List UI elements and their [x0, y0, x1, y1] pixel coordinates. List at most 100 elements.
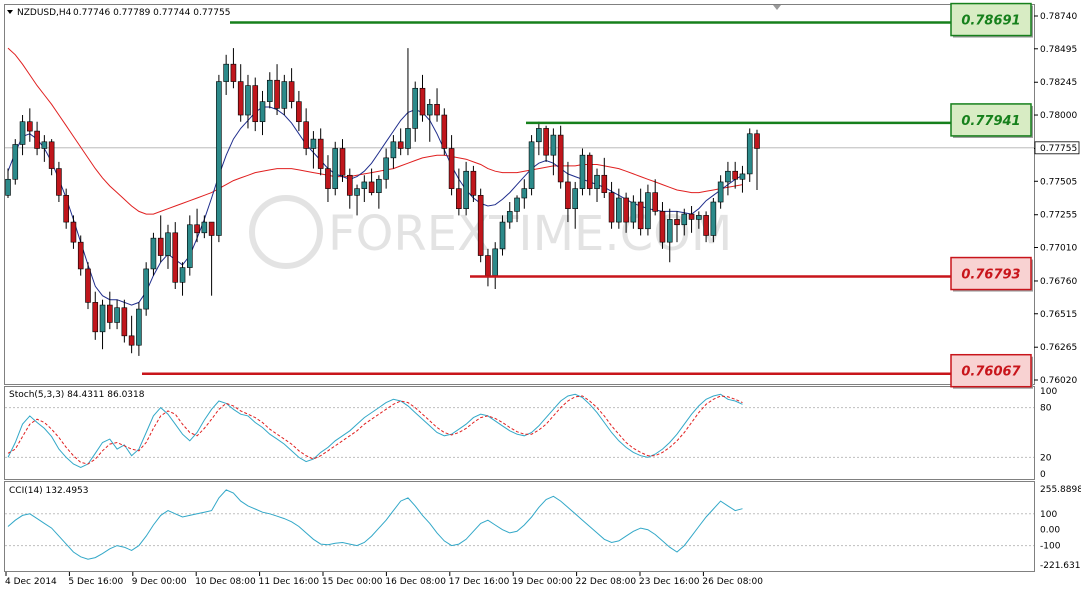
candle-body: [579, 154, 586, 189]
candle-body: [550, 134, 557, 156]
candle: [419, 74, 426, 122]
candle-body: [419, 87, 426, 116]
current-price-label: 0.77755: [1040, 144, 1077, 154]
candle: [543, 125, 549, 162]
candle-body: [725, 170, 731, 183]
candle: [194, 208, 200, 243]
candle: [572, 181, 579, 229]
candle: [77, 235, 84, 276]
candle-body: [521, 188, 528, 199]
candle: [128, 315, 135, 354]
candle-body: [739, 173, 746, 180]
candle-body: [499, 221, 506, 250]
candle-body: [354, 188, 360, 196]
candle-body: [441, 114, 448, 149]
candle: [630, 195, 637, 229]
candle-body: [317, 138, 324, 169]
time-tick-label: 15 Dec 00:00: [322, 577, 383, 587]
shift-marker-icon[interactable]: [773, 5, 781, 10]
candle-body: [179, 267, 186, 283]
candle-body: [237, 81, 244, 116]
candle-body: [274, 79, 280, 109]
candle-body: [645, 192, 651, 230]
candle: [361, 175, 368, 203]
candle: [426, 98, 433, 142]
time-tick-label: 19 Dec 00:00: [512, 577, 573, 587]
watermark-logo-icon: [249, 195, 323, 269]
candle: [405, 48, 411, 156]
candle-body: [616, 197, 622, 223]
candle: [332, 141, 339, 196]
candle-body: [368, 181, 375, 193]
stoch-tick-label: 0: [1040, 470, 1046, 480]
time-tick-label: 9 Dec 00:00: [132, 577, 187, 587]
candle: [63, 188, 69, 229]
cci-tick-label: 255.8898: [1040, 485, 1081, 495]
candle: [230, 48, 237, 89]
level-label-text: 0.78691: [961, 14, 1020, 29]
price-tick-label: 0.78495: [1040, 45, 1077, 55]
candle-body: [85, 268, 91, 303]
candle: [354, 184, 360, 216]
candle: [368, 168, 375, 196]
candle-body: [339, 148, 346, 176]
candle: [703, 211, 709, 243]
candle: [201, 215, 208, 239]
candle-body: [703, 215, 709, 236]
candle: [259, 90, 266, 136]
candle: [506, 202, 513, 229]
symbol-label: NZDUSD,H4: [17, 8, 72, 18]
current-price-tag: [1034, 141, 1080, 155]
candle-body: [296, 101, 302, 123]
candle: [557, 125, 564, 189]
candle: [281, 74, 288, 116]
candle: [666, 208, 673, 263]
candle: [397, 128, 404, 156]
candle-body: [608, 192, 615, 223]
candle: [499, 215, 506, 256]
candle-body: [19, 121, 26, 145]
candle: [157, 215, 164, 263]
candle: [514, 195, 520, 223]
candle: [594, 168, 600, 203]
dropdown-triangle-icon[interactable]: [7, 10, 13, 14]
candle: [266, 72, 273, 109]
candle: [179, 262, 186, 296]
candle: [114, 299, 120, 330]
stoch-panel: [4, 386, 1035, 480]
candle: [390, 135, 397, 169]
candle-body: [201, 221, 208, 234]
time-tick-label: 16 Dec 08:00: [385, 577, 446, 587]
ma-fast-line: [7, 106, 743, 306]
candle-body: [485, 255, 491, 276]
candle-body: [666, 219, 673, 243]
candle-body: [310, 138, 317, 149]
candle: [19, 115, 26, 156]
candle-body: [514, 197, 520, 212]
price-tick-label: 0.78740: [1040, 12, 1077, 22]
candle: [565, 161, 571, 223]
candle-body: [659, 211, 666, 243]
candle-body: [630, 201, 637, 223]
candle-body: [157, 237, 164, 256]
candle-body: [746, 133, 753, 175]
candle: [208, 221, 215, 296]
candle: [34, 121, 40, 156]
candle-body: [470, 170, 477, 196]
candle-body: [681, 213, 688, 226]
candle: [48, 139, 55, 176]
ma-slow-line: [7, 47, 743, 215]
time-tick-label: 11 Dec 16:00: [259, 577, 320, 587]
main-panel: [4, 4, 1035, 385]
candle-body: [434, 104, 440, 116]
candle-body: [92, 302, 99, 333]
candle: [172, 222, 179, 289]
candle-body: [448, 148, 455, 189]
candle-body: [754, 133, 760, 149]
candle: [623, 192, 629, 233]
candle-body: [332, 148, 339, 189]
candle-body: [325, 168, 331, 189]
candle: [121, 299, 128, 343]
stoch-tick-label: 20: [1040, 453, 1052, 463]
